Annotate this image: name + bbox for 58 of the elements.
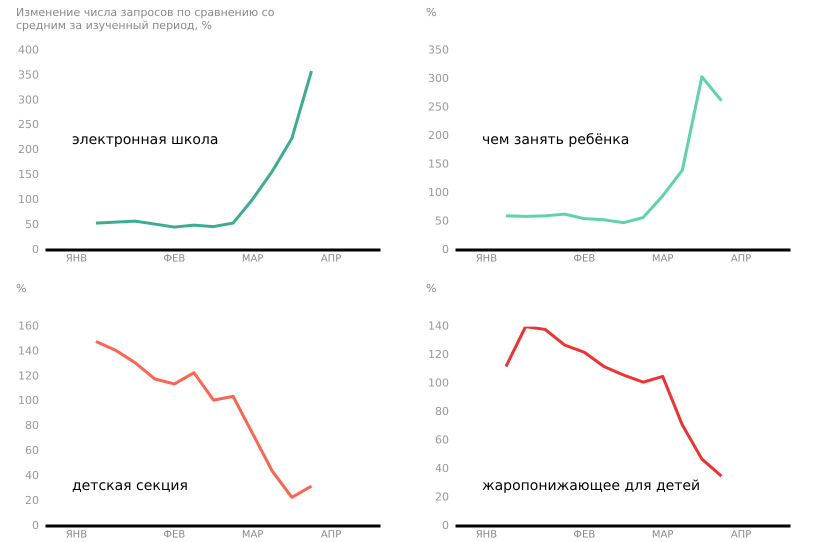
y-tick-label: 150 <box>18 168 39 182</box>
y-tick-label: 200 <box>428 128 449 142</box>
y-axis-title: % <box>426 282 438 295</box>
x-tick-label: ФЕВ <box>573 530 596 541</box>
y-tick-label: 350 <box>428 43 449 56</box>
y-tick-label: 120 <box>18 369 39 382</box>
y-axis-title: % <box>426 6 438 19</box>
y-axis-title: % <box>16 282 28 295</box>
y-tick-label: 140 <box>428 319 449 332</box>
y-tick-label: 100 <box>428 186 449 199</box>
text: электронная школа <box>72 132 218 148</box>
x-tick-label: ЯНВ <box>66 254 88 265</box>
y-tick-label: 150 <box>428 157 449 170</box>
y-tick-label: 160 <box>18 319 39 332</box>
y-tick-label: 80 <box>24 419 39 432</box>
x-tick-label: ЯНВ <box>66 530 88 541</box>
x-tick-label: МАР <box>242 530 264 541</box>
y-tick-label: 100 <box>18 193 39 206</box>
y-tick-label: 50 <box>434 214 449 228</box>
y-tick-label: 80 <box>434 404 449 418</box>
x-tick-label: АПР <box>730 530 752 541</box>
text: детская секция <box>72 478 188 494</box>
x-tick-label: МАР <box>652 530 674 541</box>
x-tick-label: ЯНВ <box>476 530 498 541</box>
y-tick-label: 40 <box>434 462 449 475</box>
y-tick-label: 250 <box>18 118 39 132</box>
y-tick-label: 50 <box>24 218 39 231</box>
y-tick-label: 350 <box>18 68 39 82</box>
x-tick-label: МАР <box>242 254 264 265</box>
x-tick-label: ФЕВ <box>573 254 596 265</box>
series-label: жаропонижающее для детей <box>482 478 700 494</box>
y-tick-label: 20 <box>434 490 449 504</box>
x-tick-label: МАР <box>652 254 674 265</box>
y-tick-label: 0 <box>442 242 449 256</box>
x-tick-label: АПР <box>320 254 342 265</box>
y-tick-label: 20 <box>24 494 39 507</box>
y-tick-label: 400 <box>18 43 39 56</box>
y-tick-label: 300 <box>428 72 449 85</box>
y-tick-label: 60 <box>434 433 449 446</box>
y-tick-label: 120 <box>428 348 449 361</box>
y-tick-label: 200 <box>18 143 39 156</box>
x-tick-label: ФЕВ <box>163 254 186 265</box>
y-tick-label: 0 <box>442 518 449 532</box>
y-tick-label: 100 <box>18 394 39 408</box>
text: чем занять ребёнка <box>482 132 630 148</box>
y-axis-title: Изменение числа запросов по сравнению со средним за изученный период, % <box>16 6 276 32</box>
y-tick-label: 100 <box>428 376 449 390</box>
y-tick-label: 60 <box>24 444 39 458</box>
y-tick-label: 0 <box>32 242 39 256</box>
x-tick-label: ЯНВ <box>476 254 498 265</box>
y-tick-label: 140 <box>18 344 39 358</box>
y-tick-label: 0 <box>32 518 39 532</box>
y-tick-label: 40 <box>24 469 39 482</box>
y-tick-label: 300 <box>18 93 39 106</box>
x-tick-label: АПР <box>320 530 342 541</box>
x-tick-label: АПР <box>730 254 752 265</box>
x-tick-label: ФЕВ <box>163 530 186 541</box>
y-tick-label: 250 <box>428 100 449 114</box>
